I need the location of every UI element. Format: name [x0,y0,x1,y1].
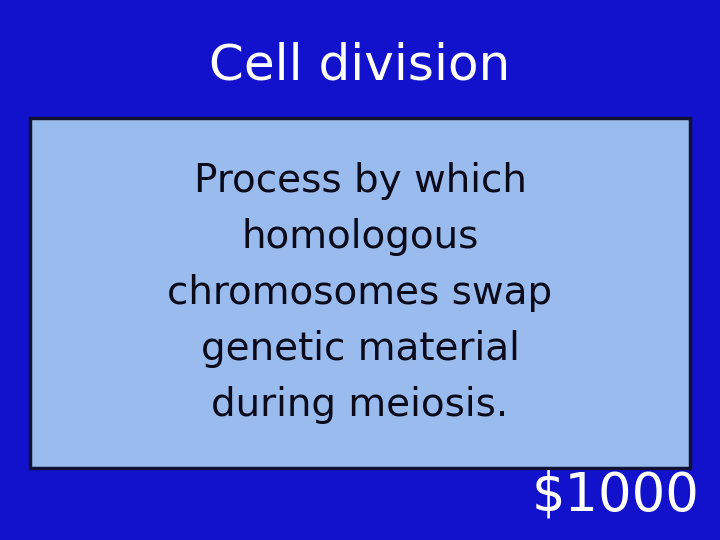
Text: Cell division: Cell division [210,41,510,89]
Text: Process by which
homologous
chromosomes swap
genetic material
during meiosis.: Process by which homologous chromosomes … [168,162,552,424]
Text: $1000: $1000 [532,470,700,522]
FancyBboxPatch shape [30,118,690,468]
